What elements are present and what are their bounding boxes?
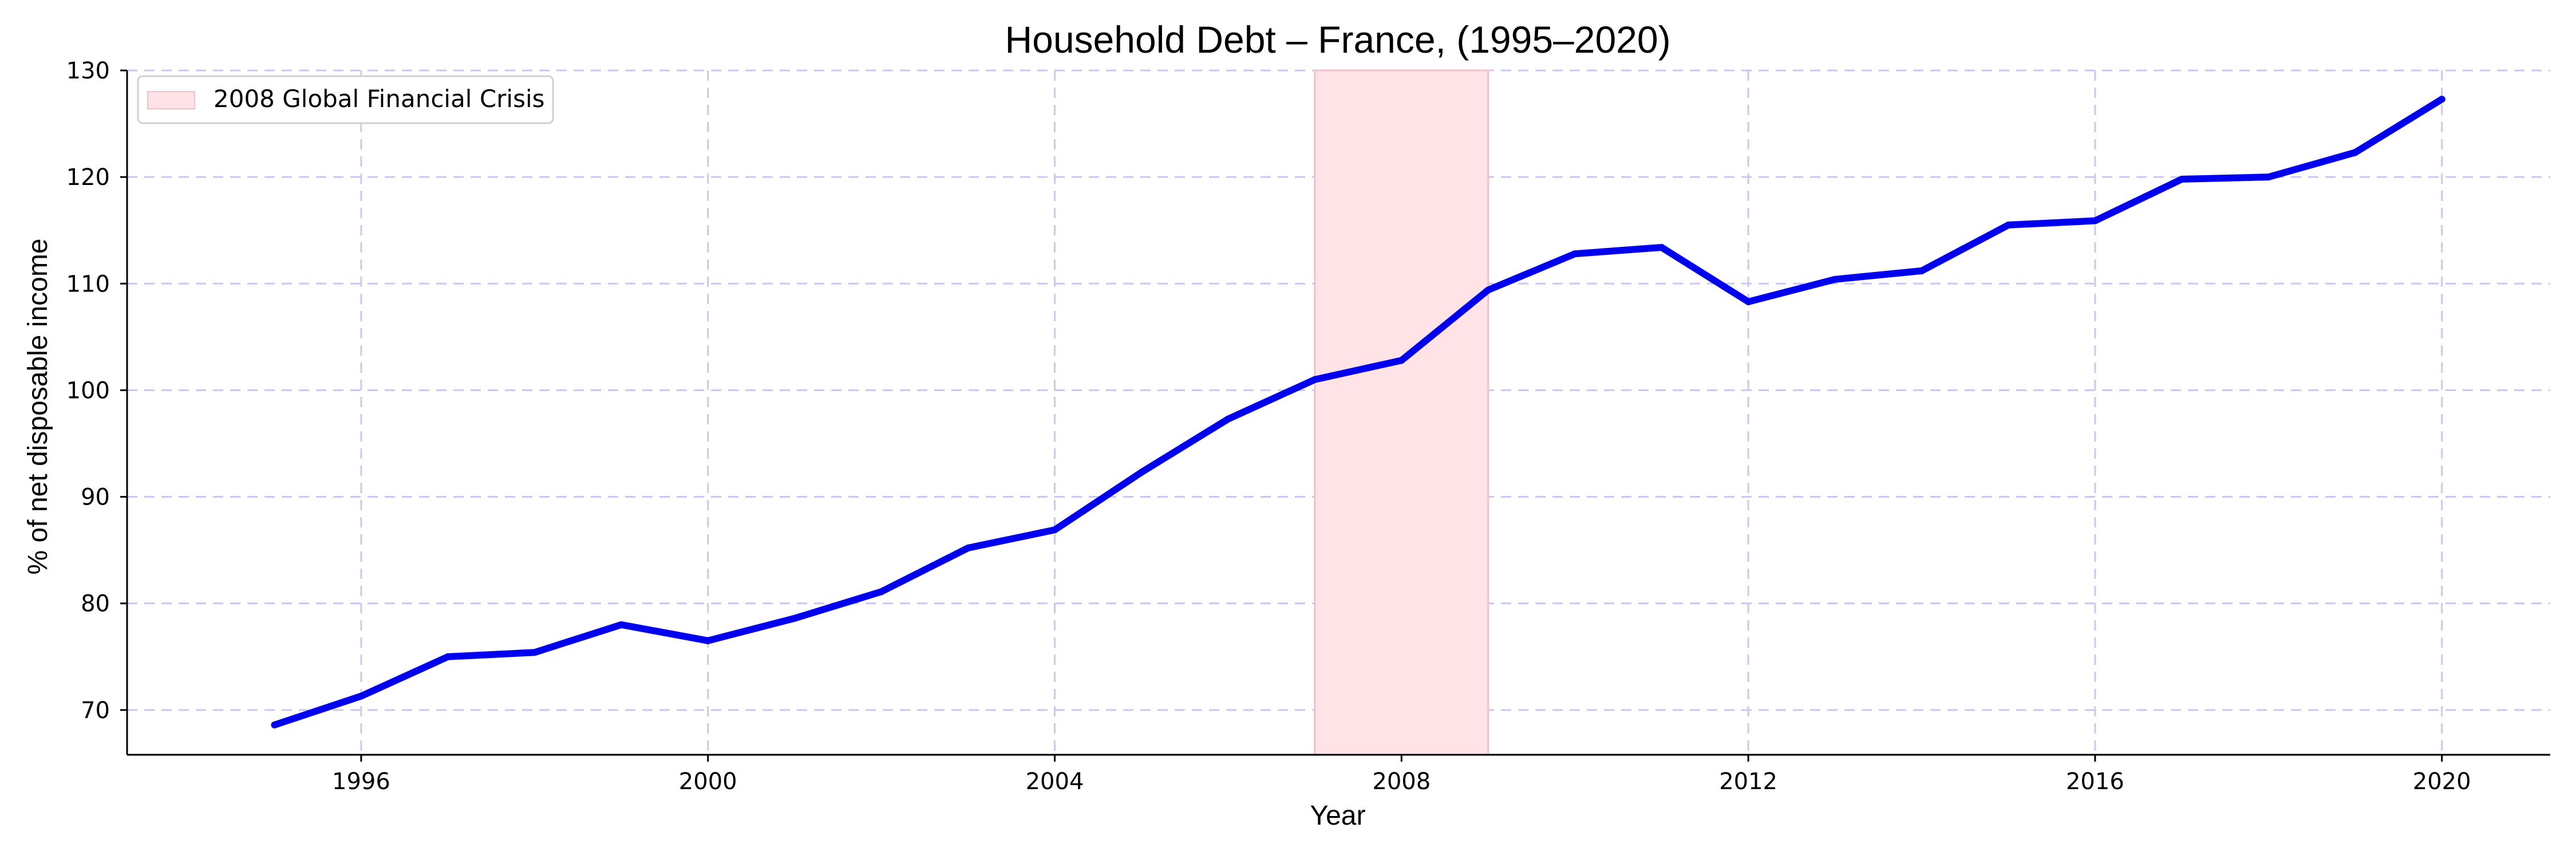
data-point xyxy=(1311,376,1318,383)
data-point xyxy=(1051,526,1058,534)
household-debt-line xyxy=(271,96,2445,728)
y-tick-label: 90 xyxy=(81,484,110,511)
data-point xyxy=(1571,250,1579,258)
legend-label-crisis: 2008 Global Financial Crisis xyxy=(214,85,545,113)
data-point xyxy=(2005,221,2012,228)
legend: 2008 Global Financial Crisis xyxy=(137,75,554,124)
data-point xyxy=(444,653,452,660)
x-axis-label: Year xyxy=(1310,801,1366,831)
data-point xyxy=(704,637,712,644)
legend-box xyxy=(137,75,554,124)
x-tick-label: 2008 xyxy=(1372,769,1431,795)
x-tick-label: 2020 xyxy=(2413,769,2471,795)
data-point xyxy=(1224,415,1232,423)
series-layer xyxy=(271,96,2445,728)
legend-swatch-crisis xyxy=(147,91,195,109)
data-point xyxy=(2438,96,2445,103)
data-point xyxy=(271,721,278,728)
y-tick-label: 130 xyxy=(66,58,110,84)
chart-title: Household Debt – France, (1995–2020) xyxy=(1005,18,1670,61)
data-point xyxy=(2091,217,2099,224)
data-point xyxy=(1484,286,1492,294)
data-point xyxy=(357,692,365,700)
data-point xyxy=(531,649,538,656)
crisis-shaded-region xyxy=(1314,69,1490,756)
data-point xyxy=(1831,275,1839,283)
data-point xyxy=(2178,175,2186,183)
x-tick-label: 2000 xyxy=(679,769,737,795)
crisis-shading xyxy=(1314,69,1490,756)
x-tick-label: 1996 xyxy=(332,769,390,795)
axes: 1996 2000 2004 2008 2012 2016 2020 70 80 90 100 110… xyxy=(66,58,2550,795)
data-point xyxy=(878,588,885,596)
data-point xyxy=(2352,149,2359,156)
y-axis-label: % of net disposable income xyxy=(23,238,53,574)
y-tick-label: 120 xyxy=(66,164,110,191)
data-point xyxy=(1918,267,1925,274)
data-point xyxy=(1137,468,1145,476)
y-tick-label: 70 xyxy=(81,698,110,724)
y-tick-label: 110 xyxy=(66,271,110,297)
data-point xyxy=(618,621,625,628)
data-point xyxy=(791,614,799,622)
data-point xyxy=(1745,298,1752,305)
x-tick-label: 2004 xyxy=(1026,769,1084,795)
data-point xyxy=(1398,357,1405,364)
y-tick-label: 80 xyxy=(81,591,110,617)
data-point xyxy=(2265,174,2272,181)
y-tick-label: 100 xyxy=(66,377,110,404)
x-tick-label: 2016 xyxy=(2066,769,2124,795)
x-tick-label: 2012 xyxy=(1719,769,1777,795)
data-point xyxy=(1658,243,1665,251)
data-point xyxy=(965,544,972,551)
